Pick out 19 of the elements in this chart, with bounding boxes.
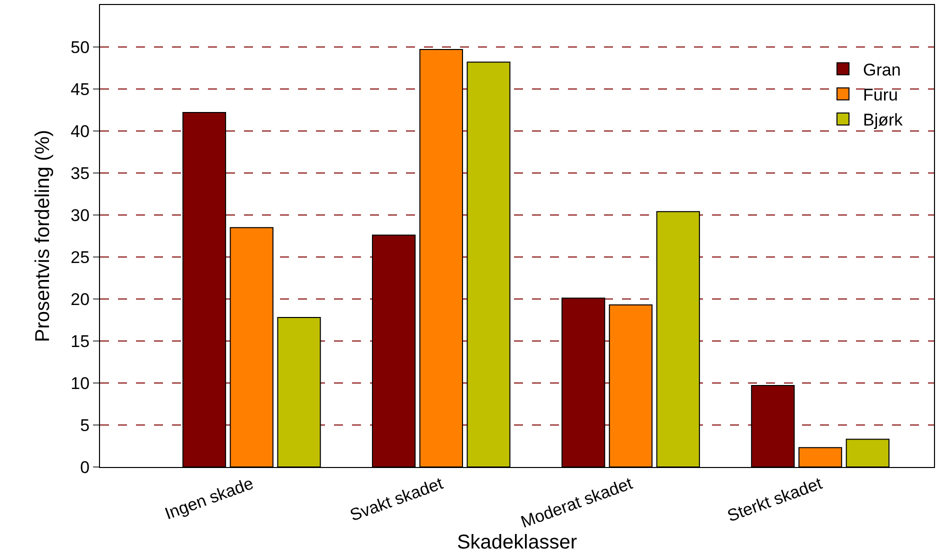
y-tick-label: 20 xyxy=(70,290,90,309)
y-tick-label: 25 xyxy=(70,248,90,267)
y-tick-label: 50 xyxy=(70,38,90,57)
x-tick-label: Sterkt skadet xyxy=(724,474,825,526)
legend-label: Bjørk xyxy=(862,110,904,130)
x-tick-label: Ingen skade xyxy=(162,474,256,524)
y-tick-label: 35 xyxy=(70,164,90,183)
y-tick-label: 15 xyxy=(70,332,90,351)
y-tick-label: 40 xyxy=(70,122,90,141)
x-axis-title: Skadeklasser xyxy=(456,532,578,554)
y-tick-label: 45 xyxy=(70,80,90,99)
x-tick-label: Svakt skadet xyxy=(348,474,446,525)
y-tick-label: 10 xyxy=(70,374,90,393)
y-axis-title: Prosentvis fordeling (%) xyxy=(32,130,54,342)
legend-label: Furu xyxy=(862,85,898,104)
y-tick-label: 5 xyxy=(80,416,90,435)
y-tick-label: 30 xyxy=(70,206,90,225)
legend-label: Gran xyxy=(862,60,901,80)
y-tick-label: 0 xyxy=(80,458,90,477)
